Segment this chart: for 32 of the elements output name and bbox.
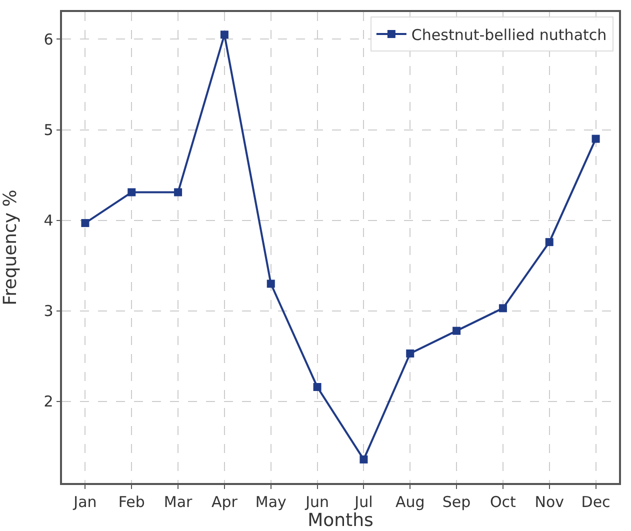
point [266,280,275,288]
x-tick-label: Apr [211,492,238,511]
y-axis-title: Frequency % [0,190,21,306]
x-tick-label: Sep [442,492,471,511]
x-tick-label: Mar [164,492,194,511]
x-axis-title: Months [308,510,374,531]
y-tick-label: 5 [44,121,54,139]
point [220,30,228,39]
x-tick-label: Nov [534,492,564,511]
point [313,382,322,391]
point [452,326,461,335]
x-tick-label: Jan [72,492,97,511]
y-tick-label: 4 [44,212,54,230]
legend-label: Chestnut-bellied nuthatch [411,26,607,44]
point [128,188,136,196]
x-tick-label: Jul [354,492,373,511]
point [360,455,368,464]
point [545,238,554,246]
point [406,349,414,358]
y-tick-label: 2 [44,392,54,411]
x-tick-label: Oct [490,492,516,511]
x-tick-label: Dec [581,492,610,511]
point [81,219,90,228]
x-tick-label: Feb [118,492,145,511]
point [174,188,182,196]
x-tick-label: May [255,492,287,511]
x-tick-label: Aug [395,492,425,511]
point [592,134,600,143]
y-tick-label: 6 [44,30,54,48]
x-tick-label: Jun [304,492,330,511]
y-tick-label: 3 [44,302,54,320]
point [498,304,507,312]
